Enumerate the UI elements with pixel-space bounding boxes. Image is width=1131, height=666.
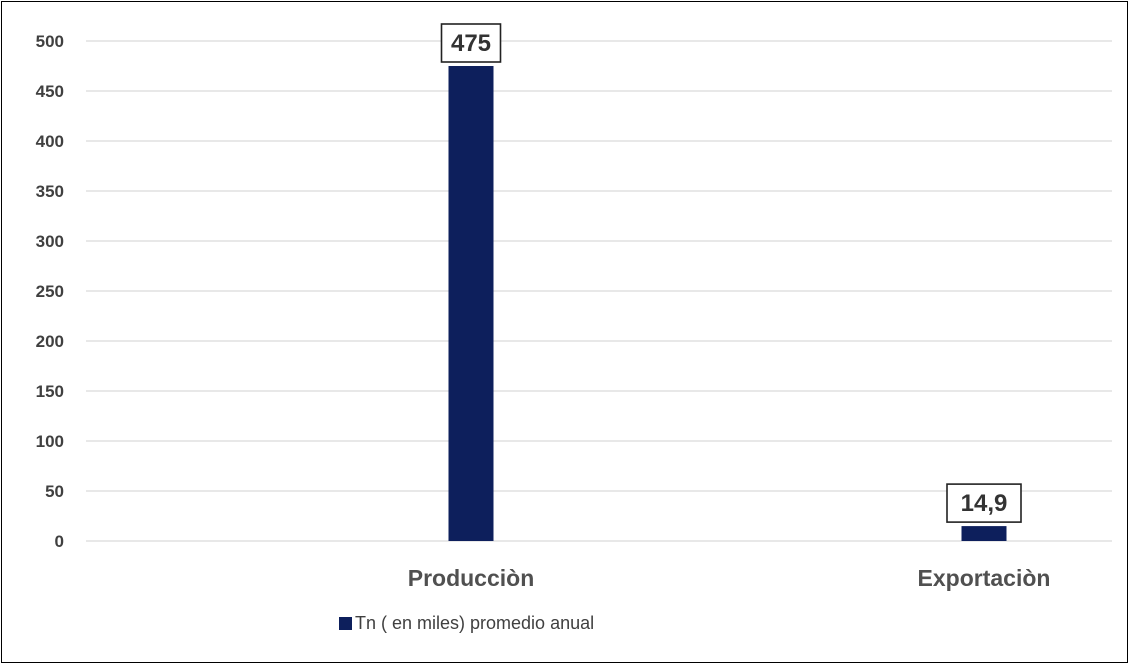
data-label-box <box>946 483 1022 523</box>
legend-swatch <box>339 617 352 630</box>
data-label-box <box>440 23 502 63</box>
legend-label: Tn ( en miles) promedio anual <box>355 613 594 633</box>
y-tick-label: 250 <box>36 282 64 301</box>
y-tick-label: 400 <box>36 132 64 151</box>
y-tick-label: 450 <box>36 82 64 101</box>
y-tick-label: 0 <box>55 532 64 551</box>
y-tick-label: 300 <box>36 232 64 251</box>
data-label: 475 <box>451 30 491 57</box>
y-tick-label: 50 <box>45 482 64 501</box>
y-tick-label: 500 <box>36 32 64 51</box>
bar <box>961 526 1007 541</box>
y-tick-label: 350 <box>36 182 64 201</box>
data-label: 14,9 <box>961 490 1008 517</box>
y-tick-label: 200 <box>36 332 64 351</box>
bar <box>448 66 494 541</box>
x-category-label: Producciòn <box>408 565 535 591</box>
y-tick-label: 100 <box>36 432 64 451</box>
y-tick-label: 150 <box>36 382 64 401</box>
x-category-label: Exportaciòn <box>918 565 1051 591</box>
